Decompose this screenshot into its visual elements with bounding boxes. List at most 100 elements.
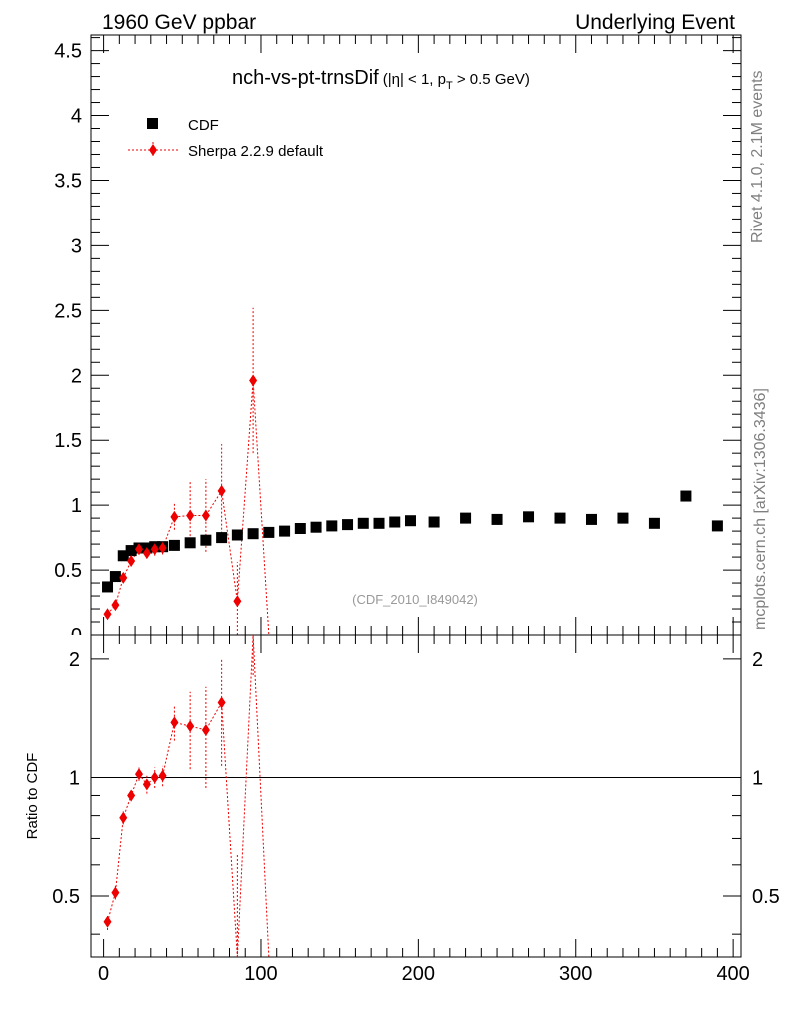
cdf-point xyxy=(460,512,472,524)
cdf-point xyxy=(373,517,385,529)
ratio-point xyxy=(186,720,195,733)
y-tick-label: 4.5 xyxy=(54,41,82,63)
plot-title-subscript: T xyxy=(446,80,453,92)
mc-point xyxy=(127,554,136,567)
cdf-point xyxy=(389,516,401,528)
cdf-point xyxy=(648,517,660,529)
x-tick-label: 100 xyxy=(244,963,277,985)
plot-title-main: nch-vs-pt-trnsDif xyxy=(232,67,379,89)
cdf-point xyxy=(711,520,723,532)
ratio-point xyxy=(103,915,112,928)
mc-point xyxy=(233,595,242,608)
mc-point xyxy=(103,608,112,621)
ratio-point xyxy=(217,696,226,709)
header-left: 1960 GeV ppbar xyxy=(102,11,256,34)
mc-line xyxy=(107,380,270,636)
legend-mc-marker xyxy=(149,144,157,156)
cdf-point xyxy=(523,511,535,523)
plot-title-paren: (| xyxy=(383,71,392,88)
cdf-point xyxy=(680,490,692,502)
cdf-point xyxy=(310,521,322,533)
ratio-line-tail xyxy=(252,634,270,958)
mcplots-label: mcplots.cern.ch [arXiv:1306.3436] xyxy=(752,388,769,630)
ratio-points xyxy=(103,696,226,928)
cdf-point xyxy=(326,520,338,532)
mc-point xyxy=(111,599,120,612)
mc-point xyxy=(170,510,179,523)
mc-points xyxy=(103,374,258,621)
mc-point xyxy=(142,547,151,560)
cdf-point xyxy=(109,571,121,583)
cdf-point xyxy=(428,516,440,528)
mc-point xyxy=(217,484,226,497)
cdf-point xyxy=(231,529,243,541)
legend-mc-label: Sherpa 2.2.9 default xyxy=(188,143,324,160)
ratio-ylabel: Ratio to CDF xyxy=(24,753,41,840)
mc-point xyxy=(201,509,210,522)
ratio-y-tick-label-right: 1 xyxy=(752,767,763,789)
cdf-point xyxy=(491,513,503,525)
cdf-point xyxy=(125,545,137,557)
plot-title-eta: η xyxy=(392,71,400,88)
ratio-point xyxy=(135,768,144,781)
main-ticks: 0.5 1 1.5 2 2.5 3 3.5 4 4.5 0 xyxy=(54,35,741,647)
ratio-y-tick-label-left: 1 xyxy=(69,767,80,789)
cdf-point xyxy=(357,517,369,529)
ratio-y-tick-label-right: 2 xyxy=(752,649,763,671)
cdf-point xyxy=(404,515,416,527)
plot-title-cond-a: | < 1, p xyxy=(400,71,446,88)
mc-point xyxy=(249,374,258,387)
legend-cdf-label: CDF xyxy=(188,117,219,134)
x-tick-label: 200 xyxy=(402,963,435,985)
y-tick-label: 0.5 xyxy=(54,560,82,582)
cdf-point xyxy=(554,512,566,524)
cdf-point xyxy=(263,526,275,538)
ratio-frame xyxy=(90,634,742,958)
plot-title: nch-vs-pt-trnsDif (|η| < 1, pT > 0.5 GeV) xyxy=(232,67,530,92)
cdf-point xyxy=(585,513,597,525)
ratio-point xyxy=(127,789,136,802)
legend: CDF Sherpa 2.2.9 default xyxy=(128,117,324,160)
ratio-point xyxy=(111,886,120,899)
cdf-point xyxy=(216,532,228,544)
rivet-label: Rivet 4.1.0, 2.1M events xyxy=(749,70,766,243)
mc-line-tail xyxy=(252,380,270,636)
x-tick-label: 400 xyxy=(716,963,749,985)
legend-cdf-marker xyxy=(147,118,158,129)
ratio-point xyxy=(170,716,179,729)
y-tick-label: 4 xyxy=(71,106,82,128)
cdf-point xyxy=(117,550,129,562)
mc-point xyxy=(119,571,128,584)
cdf-point xyxy=(294,523,306,535)
mc-point xyxy=(186,509,195,522)
mc-point xyxy=(135,543,144,556)
y-tick-label: 1 xyxy=(71,495,82,517)
ratio-y-tick-label-left: 2 xyxy=(69,649,80,671)
ratio-y-tick-label-right: 0.5 xyxy=(752,886,780,908)
y-tick-label-zero: 0 xyxy=(71,625,82,647)
mc-point xyxy=(158,541,167,554)
cdf-point xyxy=(168,539,180,551)
x-tick-label: 0 xyxy=(98,963,109,985)
ratio-point xyxy=(150,771,159,784)
ratio-point xyxy=(201,723,210,736)
y-tick-label: 3.5 xyxy=(54,170,82,192)
cdf-points xyxy=(102,490,723,593)
main-panel: 0.5 1 1.5 2 2.5 3 3.5 4 4.5 0 xyxy=(54,34,742,647)
y-tick-label: 2.5 xyxy=(54,300,82,322)
y-tick-label: 3 xyxy=(71,235,82,257)
ratio-panel: 0 100 200 300 400 0.5 0.5 1 1 2 2 xyxy=(52,634,780,985)
header-right: Underlying Event xyxy=(575,11,735,34)
plot-title-cond-b: > 0.5 GeV) xyxy=(453,71,530,88)
cdf-point xyxy=(184,537,196,549)
ratio-point xyxy=(158,769,167,782)
mc-connect-line xyxy=(107,380,254,615)
cdf-point xyxy=(617,512,629,524)
cdf-point xyxy=(102,581,114,593)
ratio-point xyxy=(119,811,128,824)
x-tick-label: 300 xyxy=(559,963,592,985)
watermark: (CDF_2010_I849042) xyxy=(352,592,478,607)
cdf-point xyxy=(200,534,212,546)
ratio-point xyxy=(142,778,151,791)
